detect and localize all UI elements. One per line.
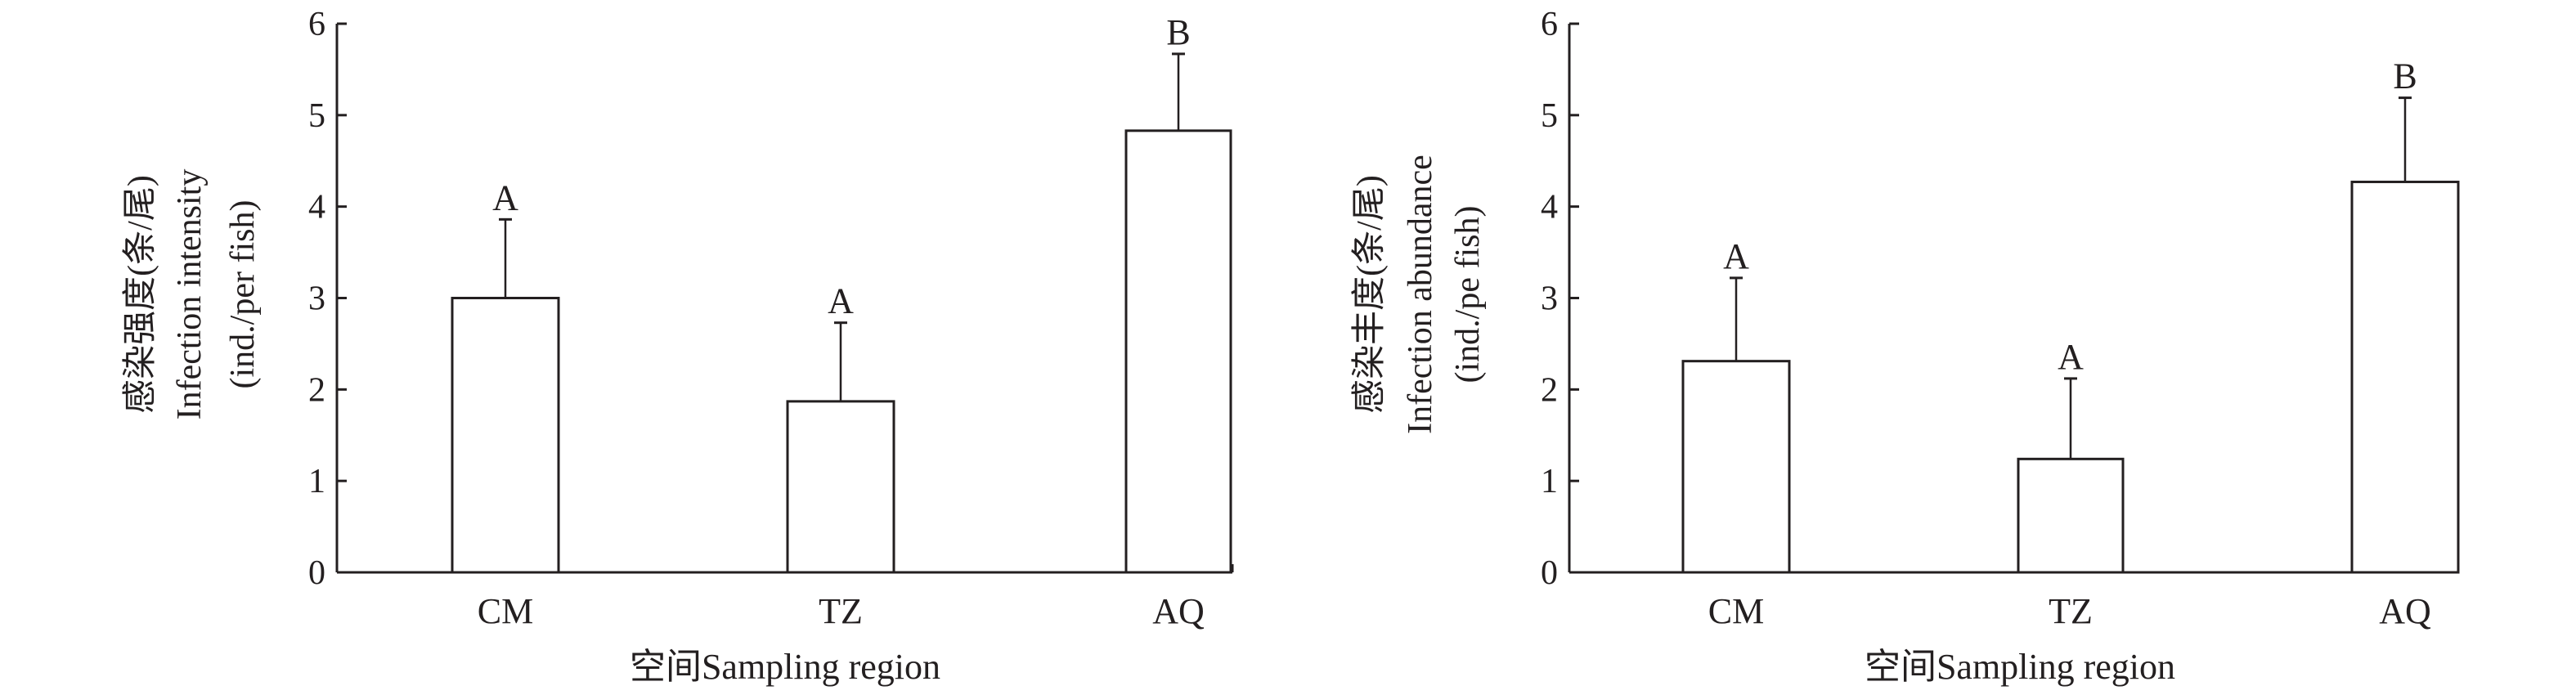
x-axis-label: 空间Sampling region [630, 647, 940, 687]
x-tick-label: TZ [819, 591, 863, 631]
bar-aq [1124, 129, 1232, 574]
y-tick-label: 3 [308, 280, 325, 318]
y-tick-label: 3 [1541, 280, 1558, 318]
bar-cm [451, 297, 560, 574]
significance-label: A [828, 281, 854, 321]
y-tick-label: 0 [1541, 554, 1558, 592]
y-axis-label-line: 感染强度(条/尾) [122, 175, 159, 414]
significance-label: B [2393, 56, 2417, 96]
significance-label: A [2058, 337, 2084, 377]
y-axis-label-line: Infection abundance [1402, 155, 1439, 434]
chart-1: 0 1 2 3 4 5 6 A CM A TZ B AQ 空间Sampling region 感染强度(条/… [122, 6, 1234, 687]
x-tick-label: TZ [2049, 591, 2093, 631]
y-tick-label: 1 [308, 463, 325, 500]
y-tick-label: 6 [1541, 6, 1558, 43]
significance-label: A [1723, 236, 1749, 276]
x-axis-label: 空间Sampling region [1865, 647, 2175, 687]
y-tick-label: 6 [308, 6, 325, 43]
x-tick-label: AQ [2379, 591, 2431, 631]
bar-aq [2350, 180, 2460, 574]
significance-label: A [492, 177, 518, 217]
bar-cm [1681, 360, 1791, 574]
y-tick-label: 0 [308, 554, 325, 592]
y-axis-label-line: (ind./per fish) [224, 200, 262, 389]
x-tick-label: CM [1708, 591, 1764, 631]
significance-label: B [1166, 12, 1190, 52]
y-tick-label: 5 [1541, 97, 1558, 135]
y-tick-label: 4 [308, 189, 325, 226]
x-tick-label: CM [478, 591, 533, 631]
x-tick-label: AQ [1152, 591, 1205, 631]
y-tick-label: 2 [1541, 371, 1558, 409]
y-axis-label-line: 感染丰度(条/尾) [1351, 175, 1389, 414]
y-axis-label-line: Infection intensity [171, 169, 209, 420]
chart-2: 0 1 2 3 4 5 6 A CM A TZ B AQ 空间Sampling region 感染丰度(条/… [1351, 6, 2460, 687]
y-tick-label: 4 [1541, 189, 1558, 226]
y-axis-label-line: (ind./pe fish) [1449, 206, 1487, 383]
y-tick-label: 2 [308, 371, 325, 409]
y-tick-label: 1 [1541, 463, 1558, 500]
bar-tz [786, 400, 895, 574]
y-tick-label: 5 [308, 97, 325, 135]
bar-tz [2017, 457, 2125, 574]
